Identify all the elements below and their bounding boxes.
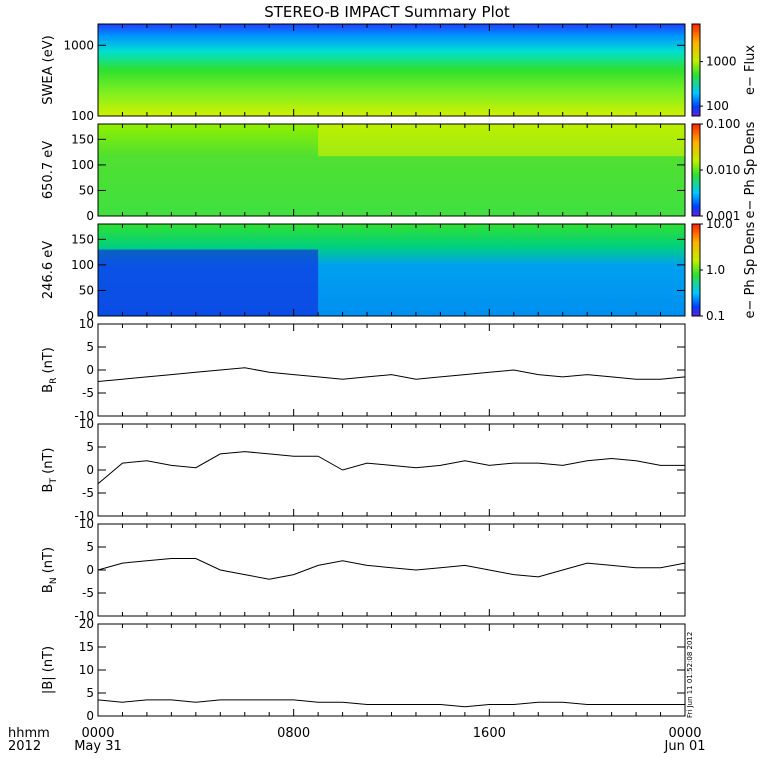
bn-ytick-label: 10 [79,517,94,531]
bn-frame [97,523,686,617]
bmag-ytick-label: 0 [86,709,94,723]
pad650-colorbar-tick-label: 0.010 [706,163,740,177]
panel-bn: -10 -5 0 5 10 BN (nT) [41,517,686,623]
xtick-label: 0000 [668,726,701,741]
pad650-ytick-label: 150 [71,132,94,146]
pad246-colorbar: 0.1 1.0 10.0 e− Ph Sp Dens [691,217,758,323]
xdate-label: May 31 [74,739,122,754]
pad246-ytick-label: 0 [86,309,94,323]
bmag-frame [97,623,686,717]
br-ytick-label: -5 [82,386,94,400]
bt-ytick-label: 5 [86,440,94,454]
br-ytick-label: 10 [79,317,94,331]
bt-frame [97,423,686,517]
figure-title: STEREO-B IMPACT Summary Plot [264,3,510,21]
pad246-colorbar-tick-label: 1.0 [706,263,725,277]
br-ytick-label: 5 [86,340,94,354]
footer-year: 2012 [8,739,41,754]
bt-ylabel: BT (nT) [41,448,59,493]
bn-ytick-label: -10 [74,609,94,623]
pad246-colorbar-tick-label: 0.1 [706,309,725,323]
pad246-ytick-label: 50 [79,283,94,297]
bt-ytick-label: -10 [74,509,94,523]
bn-ytick-label: 5 [86,540,94,554]
pad650-ytick-label: 0 [86,209,94,223]
xtick-label: 1600 [473,726,506,741]
pad246-colorbar-label: e− Ph Sp Dens [743,221,758,318]
bmag-ytick-label: 20 [79,617,94,631]
pad650-ytick-label: 100 [71,158,94,172]
pad246-colorbar-tick-label: 10.0 [706,217,733,231]
bn-ytick-label: -5 [82,586,94,600]
br-ytick-label: -10 [74,409,94,423]
panel-bt: -10 -5 0 5 10 BT (nT) [41,417,686,523]
pad650-colorbar: 0.001 0.010 0.100 e− Ph Sp Dens [691,117,758,223]
bt-ytick-label: 10 [79,417,94,431]
footer-hhmm: hhmm [8,726,50,741]
pad246-ylabel: 246.6 eV [41,241,56,299]
pad650-colorbar-tick-label: 0.001 [706,209,740,223]
swea-colorbar-tick-label: 100 [706,99,729,113]
pad650-colorbar-strip [691,123,701,217]
bmag-ytick-label: 15 [79,640,94,654]
swea-colorbar-tick-label: 1000 [706,55,737,69]
pad246-ytick-label: 150 [71,232,94,246]
bmag-ytick-label: 5 [86,686,94,700]
bmag-ytick-label: 10 [79,663,94,677]
bn-series-line [97,558,686,580]
br-frame [97,323,686,417]
bt-ytick-label: -5 [82,486,94,500]
swea-colorbar: 100 1000 e− Flux [691,23,758,117]
bt-series-line [97,451,685,485]
bmag-series-line [97,699,685,708]
pad650-ylabel: 650.7 eV [41,141,56,199]
panel-bmag: 0 5 10 15 20 |B| (nT) [41,617,686,723]
bmag-ylabel: |B| (nT) [41,646,56,694]
bn-ylabel: BN (nT) [41,547,59,593]
bn-ytick-label: 0 [86,563,94,577]
pad650-colorbar-label: e− Ph Sp Dens [743,121,758,218]
panel-pad246: 0.1 1.0 10.0 e− Ph Sp Dens 0 50 100 150 246.6 eV [41,217,758,323]
pad246-heatmap-overlay [98,249,319,316]
swea-heatmap [98,24,685,116]
panel-pad650: 0.001 0.010 0.100 e− Ph Sp Dens 0 50 100 150 650… [41,117,758,223]
xdate-label: Jun 01 [664,739,706,754]
swea-ytick-label: 1000 [63,38,94,52]
pad650-ytick-label: 50 [79,183,94,197]
xtick-label: 0000 [81,726,114,741]
pad650-heatmap-overlay [318,124,685,157]
pad650-colorbar-tick-label: 0.100 [706,117,740,131]
br-series-line [97,367,686,382]
swea-colorbar-strip [691,23,701,117]
bt-ytick-label: 0 [86,463,94,477]
panel-br: -10 -5 0 5 10 BR (nT) [41,317,686,423]
swea-ylabel: SWEA (eV) [41,35,56,104]
xtick-label: 0800 [277,726,310,741]
br-ylabel: BR (nT) [41,347,59,393]
swea-colorbar-label: e− Flux [743,45,758,95]
pad246-colorbar-strip [691,223,701,317]
swea-ytick-label: 100 [71,109,94,123]
br-ytick-label: 0 [86,363,94,377]
plot-timestamp: Fri Jun 11 01:52:08 2012 [686,632,694,718]
pad246-ytick-label: 100 [71,258,94,272]
panel-swea: 100 1000 e− Flux 100 1000 SWEA (eV) [41,23,758,123]
